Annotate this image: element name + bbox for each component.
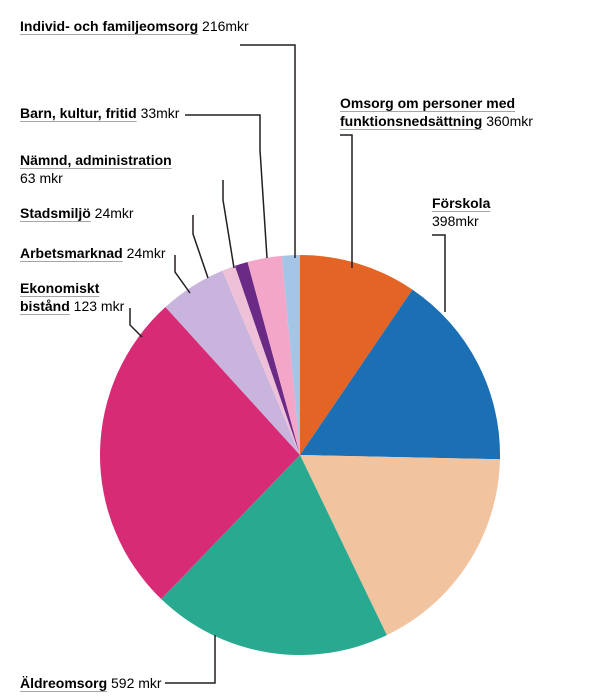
label-bold: Nämnd, administration	[20, 152, 172, 168]
label-barn: Barn, kultur, fritid 33mkr	[20, 105, 179, 123]
label-value: 216mkr	[198, 18, 249, 34]
budget-pie-chart: Individ- och familjeomsorg 216mkr Omsorg …	[0, 0, 598, 700]
leader-forskola	[432, 235, 445, 312]
label-bold: Ekonomiskt	[20, 280, 99, 296]
leader-individ	[240, 45, 295, 258]
leader-aldre	[165, 635, 215, 683]
leader-barn	[185, 115, 267, 258]
label-value: 33mkr	[137, 105, 180, 121]
label-aldre: Äldreomsorg 592 mkr	[20, 675, 162, 693]
label-value: 24mkr	[91, 205, 134, 221]
label-value: 398mkr	[432, 213, 479, 229]
leader-ekon	[130, 308, 142, 337]
label-individ: Individ- och familjeomsorg 216mkr	[20, 18, 249, 36]
label-bold: Äldreomsorg	[20, 675, 107, 691]
label-bold: Förskola	[432, 195, 490, 211]
label-arbete: Arbetsmarknad 24mkr	[20, 245, 166, 263]
label-stadsm: Stadsmiljö 24mkr	[20, 205, 134, 223]
label-bold: funktionsnedsättning	[340, 113, 482, 129]
label-value: 360mkr	[482, 113, 533, 129]
label-omsorg: Omsorg om personer med funktionsnedsättni…	[340, 95, 533, 130]
label-value: 63 mkr	[20, 170, 63, 186]
label-bold: Barn, kultur, fritid	[20, 105, 137, 121]
label-bold: Omsorg om personer med	[340, 95, 515, 111]
label-namnd: Nämnd, administration 63 mkr	[20, 152, 172, 187]
leader-omsorg	[340, 135, 352, 268]
label-ekon: Ekonomiskt bistånd 123 mkr	[20, 280, 124, 315]
label-bold: Stadsmiljö	[20, 205, 91, 221]
label-bold: Arbetsmarknad	[20, 245, 123, 261]
label-value: 592 mkr	[107, 675, 161, 691]
label-value: 123 mkr	[70, 298, 124, 314]
leader-stadsm	[193, 215, 208, 278]
leader-arbete	[175, 255, 190, 293]
label-bold: bistånd	[20, 298, 70, 314]
leader-namnd	[223, 180, 234, 268]
label-forskola: Förskola 398mkr	[432, 195, 490, 230]
label-value: 24mkr	[123, 245, 166, 261]
label-bold: Individ- och familjeomsorg	[20, 18, 198, 34]
